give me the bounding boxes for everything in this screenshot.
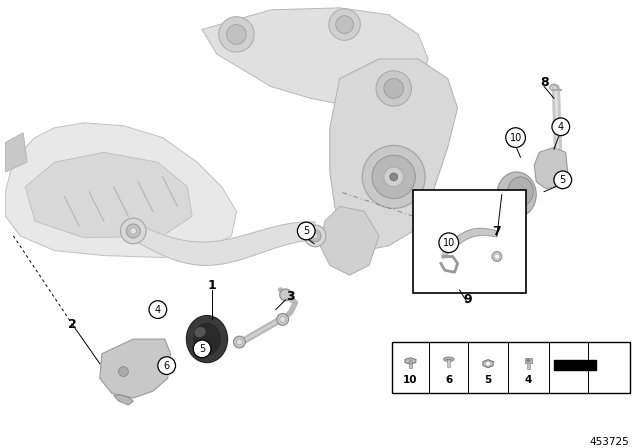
Bar bbox=[413, 190, 526, 293]
Polygon shape bbox=[483, 360, 493, 368]
Circle shape bbox=[304, 225, 326, 247]
Text: 7: 7 bbox=[493, 225, 501, 238]
Polygon shape bbox=[202, 8, 428, 108]
Text: 1: 1 bbox=[207, 279, 216, 292]
Text: 10: 10 bbox=[509, 133, 522, 142]
Circle shape bbox=[390, 173, 397, 181]
Text: 4: 4 bbox=[525, 375, 532, 385]
Bar bbox=[525, 358, 532, 363]
Text: 6: 6 bbox=[164, 361, 170, 370]
Polygon shape bbox=[554, 360, 596, 370]
Ellipse shape bbox=[497, 172, 536, 217]
Circle shape bbox=[376, 71, 412, 106]
Circle shape bbox=[149, 301, 166, 319]
Text: 10: 10 bbox=[403, 375, 418, 385]
Ellipse shape bbox=[186, 315, 228, 363]
Text: 5: 5 bbox=[559, 175, 566, 185]
Text: 4: 4 bbox=[557, 122, 564, 132]
Circle shape bbox=[280, 316, 285, 323]
Circle shape bbox=[227, 25, 246, 44]
Circle shape bbox=[495, 254, 499, 259]
Bar bbox=[527, 363, 530, 369]
Polygon shape bbox=[527, 360, 530, 362]
Text: 453725: 453725 bbox=[590, 437, 630, 448]
Polygon shape bbox=[534, 147, 568, 189]
Circle shape bbox=[312, 233, 318, 239]
Polygon shape bbox=[133, 222, 315, 265]
Text: 9: 9 bbox=[463, 293, 472, 306]
Circle shape bbox=[118, 366, 129, 376]
Polygon shape bbox=[443, 228, 497, 258]
Text: 5: 5 bbox=[484, 375, 492, 385]
Bar bbox=[447, 359, 450, 367]
Polygon shape bbox=[405, 358, 416, 364]
Bar bbox=[392, 342, 630, 393]
Circle shape bbox=[280, 289, 291, 301]
Polygon shape bbox=[330, 59, 458, 250]
Polygon shape bbox=[100, 339, 171, 398]
Circle shape bbox=[554, 171, 572, 189]
Text: 5: 5 bbox=[199, 344, 205, 354]
Circle shape bbox=[234, 336, 245, 348]
Circle shape bbox=[130, 228, 136, 234]
Circle shape bbox=[439, 233, 459, 253]
Ellipse shape bbox=[508, 177, 533, 207]
Circle shape bbox=[236, 339, 243, 345]
Text: 4: 4 bbox=[155, 305, 161, 314]
Ellipse shape bbox=[444, 357, 454, 362]
Text: 2: 2 bbox=[68, 318, 77, 331]
Text: 10: 10 bbox=[443, 238, 455, 248]
Circle shape bbox=[329, 9, 360, 40]
Polygon shape bbox=[320, 207, 379, 275]
Polygon shape bbox=[114, 395, 133, 405]
Ellipse shape bbox=[195, 327, 206, 337]
Circle shape bbox=[506, 128, 525, 147]
Circle shape bbox=[120, 218, 146, 244]
Circle shape bbox=[193, 340, 211, 358]
Circle shape bbox=[384, 167, 404, 187]
Polygon shape bbox=[6, 133, 27, 172]
Circle shape bbox=[158, 357, 175, 375]
Circle shape bbox=[219, 17, 254, 52]
Polygon shape bbox=[6, 123, 236, 258]
Ellipse shape bbox=[192, 322, 221, 356]
Circle shape bbox=[384, 79, 404, 98]
Circle shape bbox=[552, 118, 570, 136]
Circle shape bbox=[126, 224, 140, 238]
Circle shape bbox=[372, 155, 415, 198]
Circle shape bbox=[486, 361, 490, 366]
Text: 8: 8 bbox=[540, 76, 548, 89]
Circle shape bbox=[276, 314, 289, 325]
Text: 3: 3 bbox=[286, 290, 295, 303]
Bar bbox=[409, 361, 412, 368]
Circle shape bbox=[309, 230, 321, 242]
Circle shape bbox=[336, 16, 353, 34]
Text: 6: 6 bbox=[445, 375, 452, 385]
Circle shape bbox=[362, 146, 425, 208]
Text: 5: 5 bbox=[303, 226, 309, 236]
Circle shape bbox=[298, 222, 315, 240]
Polygon shape bbox=[25, 152, 192, 238]
Circle shape bbox=[492, 252, 502, 262]
